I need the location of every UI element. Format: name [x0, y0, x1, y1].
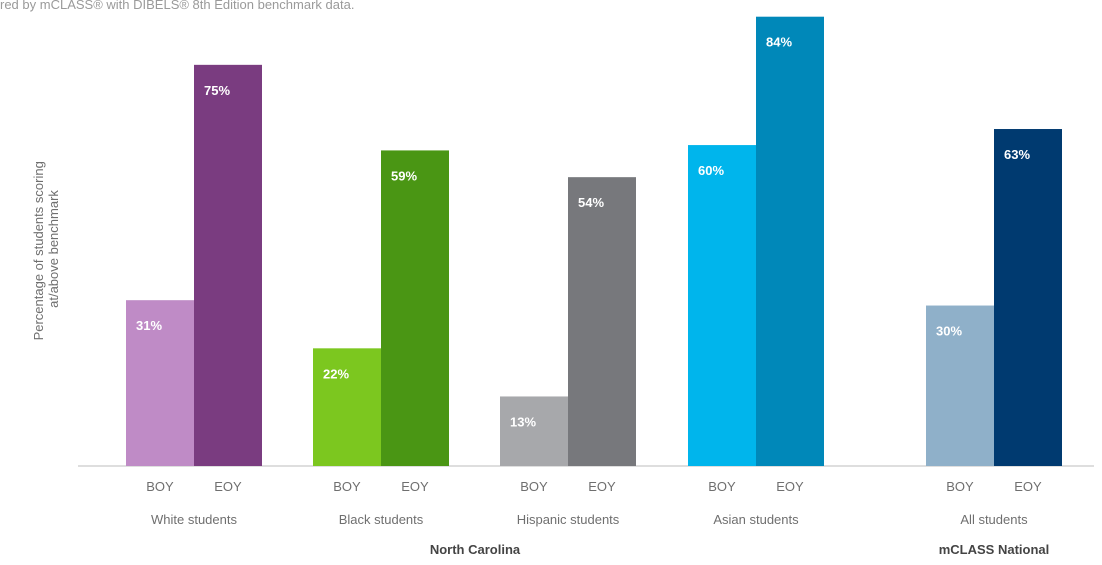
x-tick-white-students-eoy: EOY	[214, 479, 242, 494]
x-tick-all-students-eoy: EOY	[1014, 479, 1042, 494]
x-tick-asian-students-boy: BOY	[708, 479, 736, 494]
labels-layer: 31% BOY 75% EOY White students 22% BOY 59% EOY Bl…	[136, 35, 1049, 557]
section-label-mclass-national: mCLASS National	[939, 542, 1050, 557]
x-tick-asian-students-eoy: EOY	[776, 479, 804, 494]
bar-black-students-eoy	[381, 150, 449, 466]
bar-all-students-boy	[926, 305, 994, 466]
group-label-hispanic-students: Hispanic students	[517, 512, 620, 527]
data-label-asian-students-eoy: 84%	[766, 35, 792, 50]
bar-black-students-boy	[313, 348, 381, 466]
bar-asian-students-eoy	[756, 16, 824, 467]
data-label-white-students-boy: 31%	[136, 318, 162, 333]
bar-hispanic-students-boy	[500, 396, 568, 466]
x-tick-black-students-boy: BOY	[333, 479, 361, 494]
group-label-black-students: Black students	[339, 512, 424, 527]
group-label-white-students: White students	[151, 512, 237, 527]
bar-asian-students-boy	[688, 145, 756, 466]
data-label-all-students-eoy: 63%	[1004, 147, 1030, 162]
header-note: red by mCLASS® with DIBELS® 8th Edition …	[0, 0, 354, 12]
x-tick-all-students-boy: BOY	[946, 479, 974, 494]
bar-white-students-eoy	[194, 64, 262, 466]
y-axis-label-line-1: Percentage of students scoring	[31, 161, 46, 340]
data-label-black-students-eoy: 59%	[391, 168, 417, 183]
y-axis-label: Percentage of students scoring at/above …	[31, 158, 61, 341]
data-label-black-students-boy: 22%	[323, 366, 349, 381]
bars-layer	[126, 16, 1062, 467]
data-label-all-students-boy: 30%	[936, 324, 962, 339]
bar-hispanic-students-eoy	[568, 177, 636, 467]
data-label-asian-students-boy: 60%	[698, 163, 724, 178]
bar-all-students-eoy	[994, 129, 1062, 466]
y-axis-label-line-2: at/above benchmark	[46, 190, 61, 308]
data-label-hispanic-students-boy: 13%	[510, 414, 536, 429]
group-label-asian-students: Asian students	[713, 512, 799, 527]
bar-white-students-boy	[126, 300, 194, 466]
x-tick-hispanic-students-boy: BOY	[520, 479, 548, 494]
x-tick-black-students-eoy: EOY	[401, 479, 429, 494]
section-label-north-carolina: North Carolina	[430, 542, 521, 557]
x-tick-white-students-boy: BOY	[146, 479, 174, 494]
group-label-all-students: All students	[960, 512, 1028, 527]
data-label-white-students-eoy: 75%	[204, 83, 230, 98]
data-label-hispanic-students-eoy: 54%	[578, 195, 604, 210]
x-tick-hispanic-students-eoy: EOY	[588, 479, 616, 494]
